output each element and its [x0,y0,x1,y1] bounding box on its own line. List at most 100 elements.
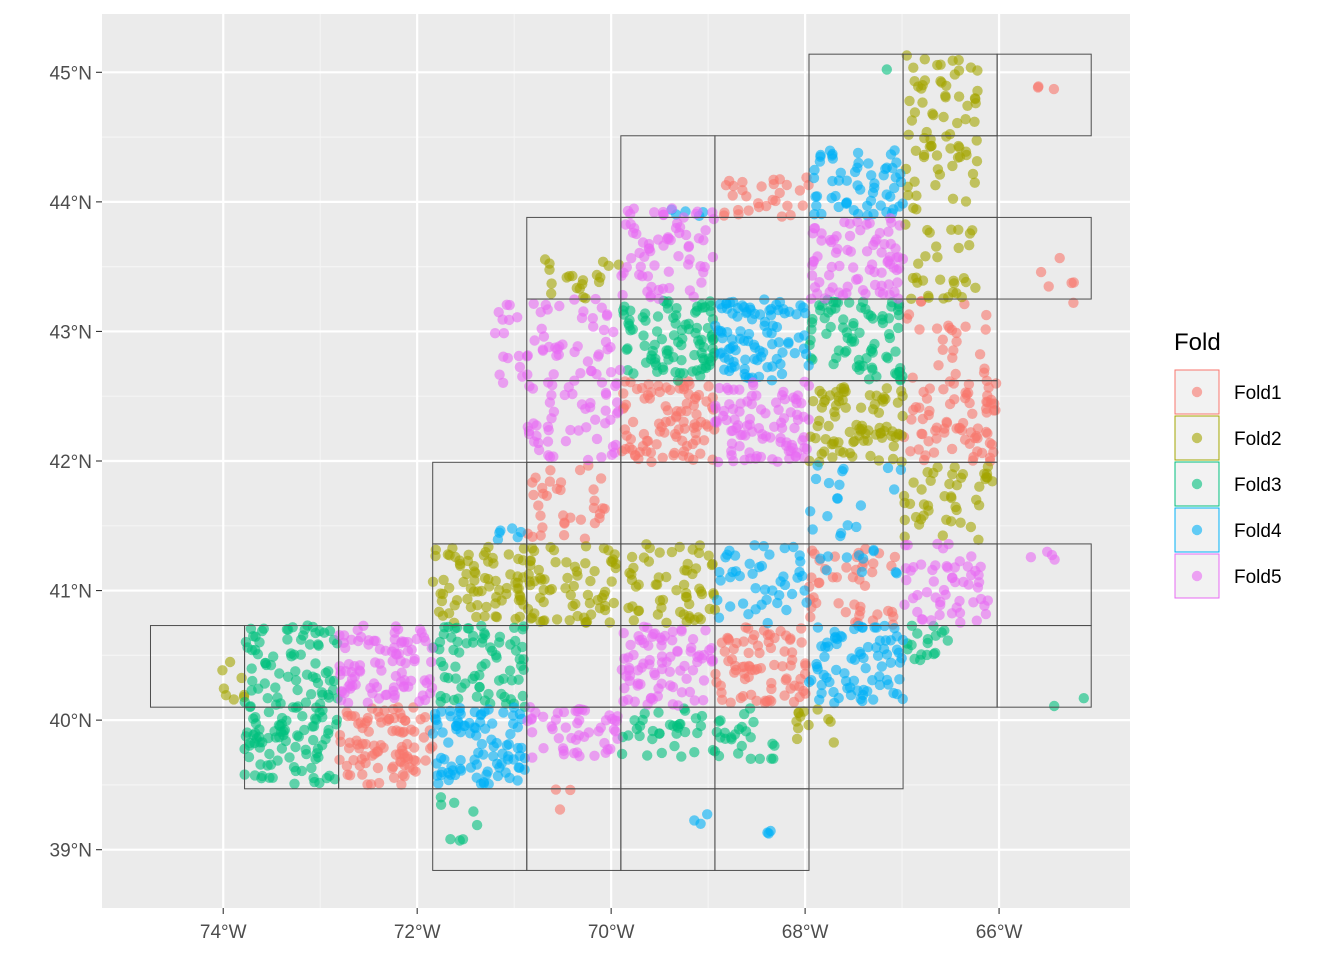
point-fold2 [820,434,831,445]
point-fold2 [584,598,596,609]
point-fold3 [314,777,325,789]
point-fold1 [595,473,607,484]
point-fold1 [978,367,990,378]
point-fold5 [935,596,946,608]
point-fold1 [554,804,566,815]
point-fold4 [880,163,891,175]
point-fold1 [724,175,735,187]
point-fold2 [940,92,951,103]
point-fold4 [876,661,887,672]
point-fold5 [399,636,410,648]
point-fold2 [969,177,980,188]
point-fold2 [888,441,899,452]
point-fold1 [806,572,817,583]
point-fold3 [306,762,317,774]
point-fold5 [926,615,937,626]
point-fold4 [852,685,863,696]
point-fold2 [935,76,946,87]
point-fold5 [602,309,613,320]
point-fold4 [809,164,820,176]
point-fold5 [975,561,986,572]
point-fold4 [867,675,878,686]
point-fold1 [741,191,752,202]
point-fold4 [866,170,877,181]
point-fold2 [873,455,885,466]
point-fold4 [890,567,901,578]
point-fold2 [908,62,919,73]
point-fold2 [471,611,482,623]
point-fold1 [388,772,400,783]
point-fold4 [860,663,871,674]
point-fold5 [739,454,750,466]
point-fold2 [935,59,946,70]
point-fold3 [471,691,483,702]
point-fold2 [814,385,825,397]
point-fold5 [548,369,559,380]
point-fold5 [600,405,611,416]
point-fold4 [800,308,811,319]
point-fold5 [902,539,913,551]
point-fold1 [872,609,883,620]
point-fold3 [449,797,460,808]
point-fold1 [948,345,959,356]
point-fold1 [974,349,986,360]
point-fold1 [976,447,988,459]
point-fold3 [461,638,472,649]
point-fold4 [727,341,739,352]
point-fold4 [734,333,746,344]
point-fold2 [438,574,449,586]
point-fold1 [924,383,935,394]
point-fold1 [800,658,811,669]
point-fold5 [527,383,539,394]
point-fold5 [955,617,966,628]
point-fold5 [554,300,565,312]
point-fold5 [583,727,594,738]
point-fold2 [623,602,634,614]
point-fold5 [543,425,554,436]
point-fold5 [653,234,664,245]
point-fold5 [649,260,660,271]
point-fold5 [954,595,965,607]
point-fold5 [667,635,678,646]
point-fold2 [833,437,844,448]
point-fold2 [564,615,575,626]
point-fold1 [681,398,692,409]
point-fold1 [703,381,714,392]
point-fold5 [658,206,669,218]
point-fold3 [247,675,258,687]
point-fold4 [835,528,847,539]
point-fold3 [323,666,334,677]
point-fold5 [596,452,607,463]
point-fold1 [627,416,639,428]
point-fold2 [863,425,874,436]
point-fold1 [868,558,879,569]
point-fold2 [926,140,937,152]
point-fold4 [749,540,760,551]
point-fold3 [689,747,700,758]
point-fold4 [750,583,761,594]
point-fold2 [681,616,692,627]
point-fold1 [636,382,648,394]
point-fold2 [458,576,469,588]
point-fold2 [935,274,946,285]
point-fold3 [305,689,317,700]
point-fold2 [927,108,938,119]
point-fold2 [910,511,922,523]
point-fold3 [438,660,449,672]
point-fold3 [825,321,836,333]
point-fold2 [567,600,578,612]
point-fold2 [513,553,524,565]
point-fold5 [679,660,690,672]
point-fold1 [379,705,390,716]
point-fold3 [245,701,256,712]
point-fold5 [809,223,820,234]
point-fold4 [781,604,792,616]
point-fold4 [713,612,725,623]
point-fold4 [783,337,794,348]
point-fold1 [918,454,930,466]
point-fold3 [329,774,340,785]
point-fold4 [513,762,524,773]
point-fold5 [558,749,570,760]
point-fold2 [661,571,672,583]
point-fold4 [806,675,817,686]
